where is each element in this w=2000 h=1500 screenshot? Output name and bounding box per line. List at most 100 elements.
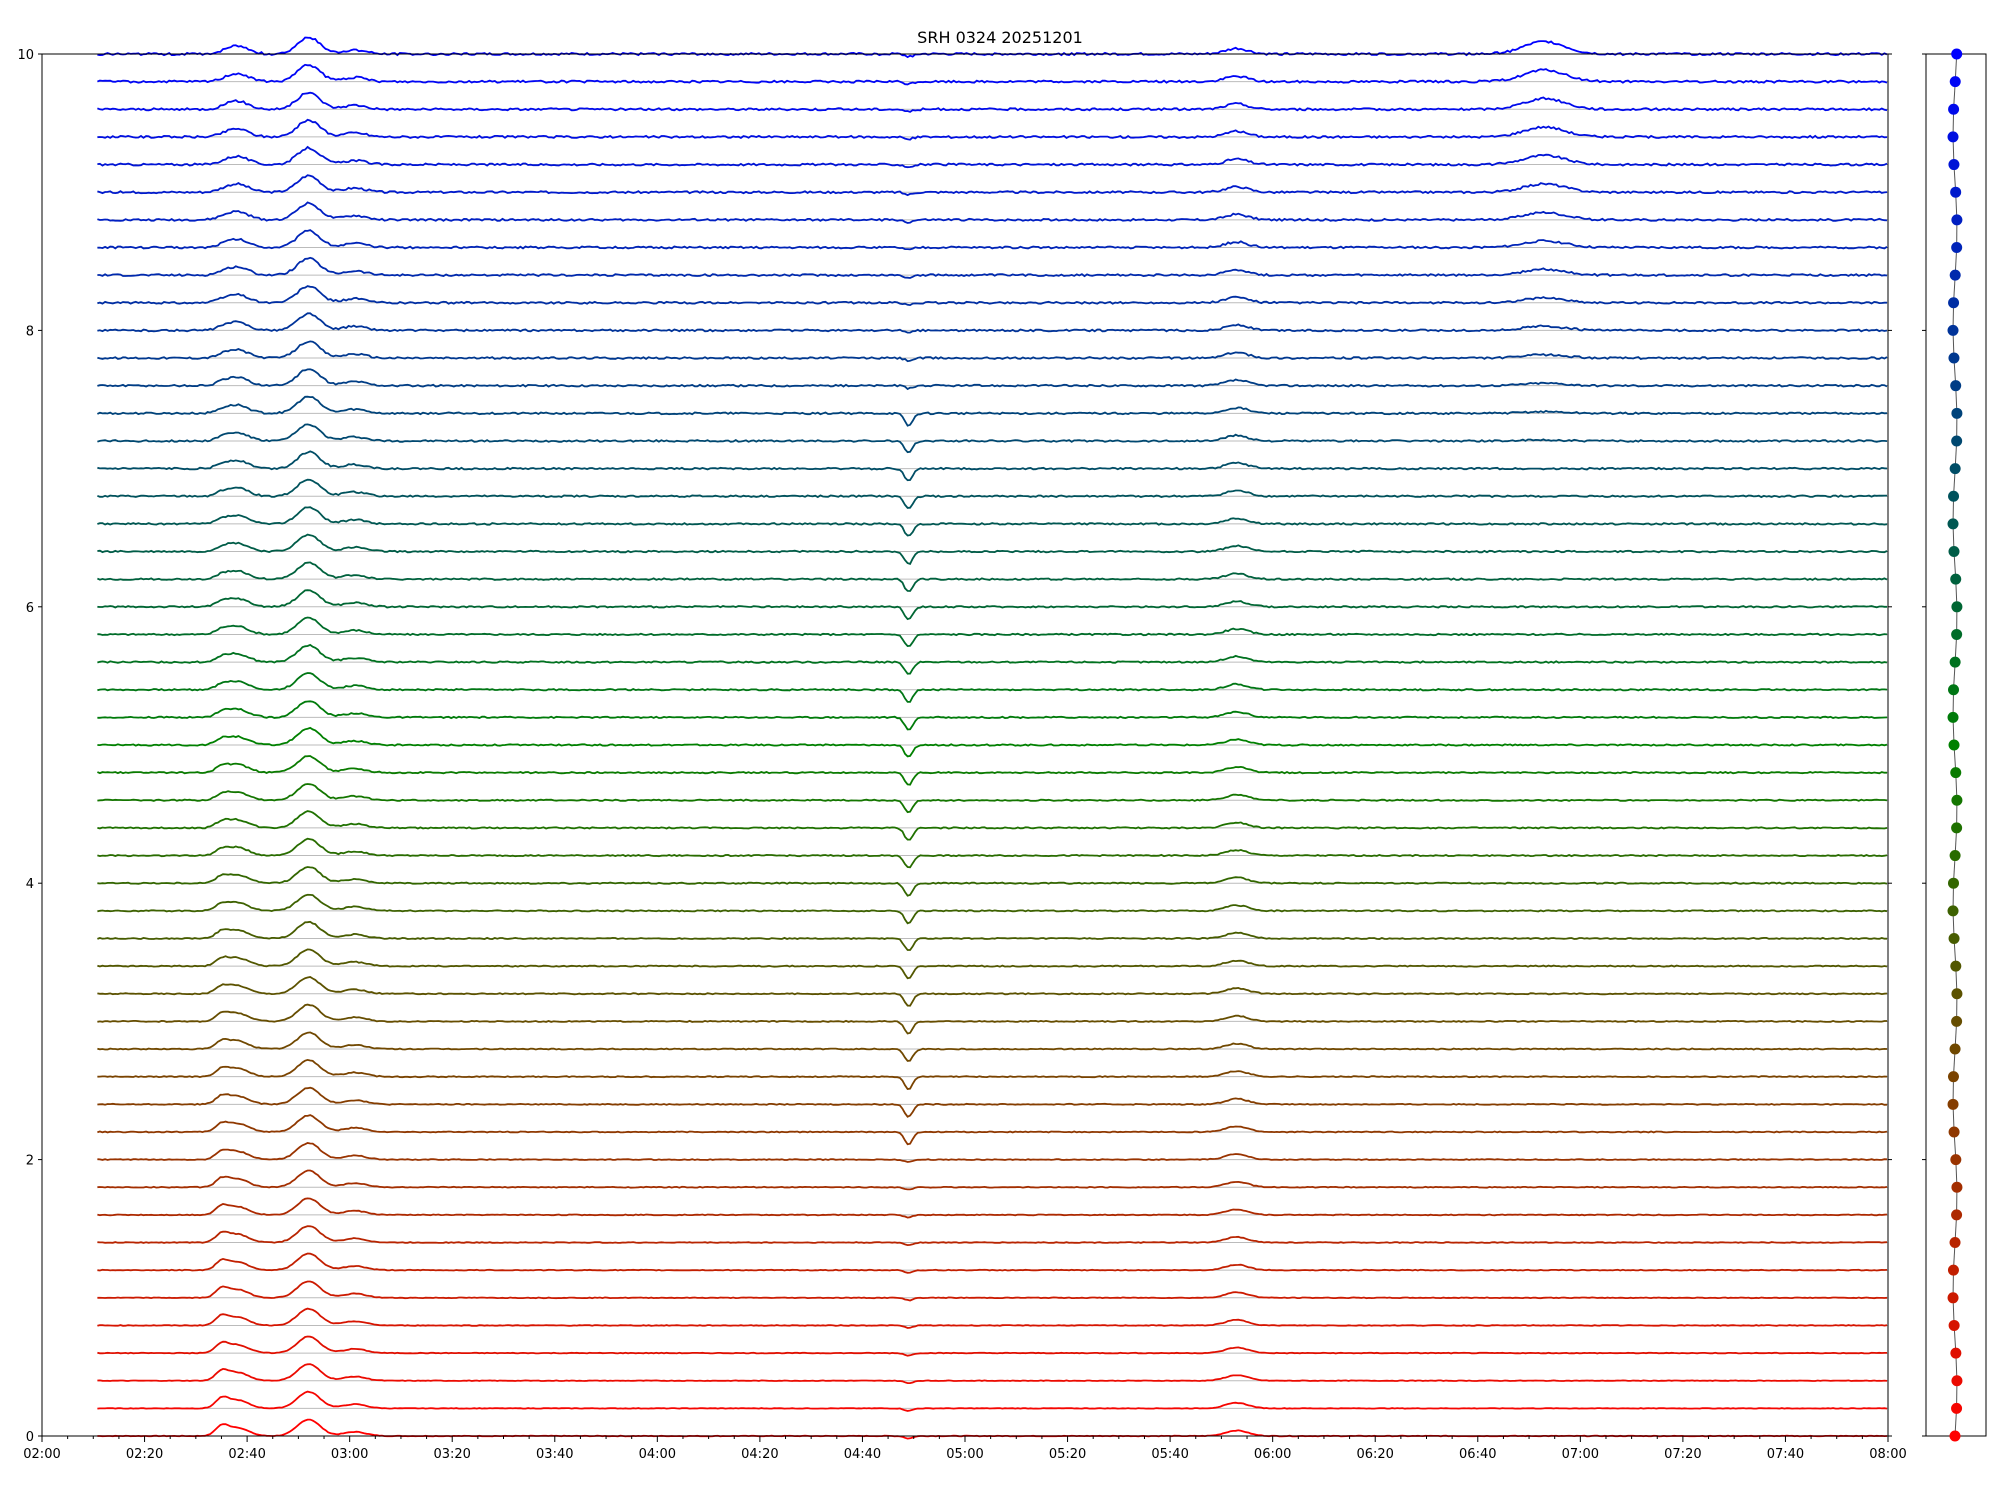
x-tick-label: 07:40 [1767, 1447, 1804, 1462]
side-marker [1947, 1098, 1959, 1110]
series-line [97, 1003, 1887, 1035]
side-marker [1949, 850, 1961, 862]
series-line [97, 201, 1888, 224]
y-tick-label: 8 [26, 324, 34, 339]
series-line [97, 1225, 1888, 1247]
side-marker [1951, 1181, 1963, 1193]
side-marker [1947, 877, 1959, 889]
side-marker [1951, 407, 1963, 419]
y-axis: 0 2 4 6 8 10 [17, 48, 1926, 1445]
x-tick-label: 04:00 [639, 1447, 676, 1462]
series-line [97, 91, 1888, 113]
side-marker [1950, 767, 1962, 779]
side-marker [1948, 490, 1960, 502]
side-marker [1951, 1209, 1963, 1221]
side-marker [1949, 1237, 1961, 1249]
side-marker [1949, 269, 1961, 281]
series-line [97, 395, 1888, 427]
side-marker [1951, 601, 1963, 613]
x-tick-label: 07:00 [1562, 1447, 1599, 1462]
side-marker [1949, 1430, 1961, 1442]
series-line [97, 340, 1888, 363]
series-line [97, 783, 1888, 814]
side-marker [1951, 1015, 1963, 1027]
x-tick-label: 03:00 [331, 1447, 368, 1462]
series-line [97, 1142, 1888, 1163]
series-line [97, 1197, 1888, 1219]
side-marker [1951, 822, 1963, 834]
x-tick-label: 06:20 [1356, 1447, 1393, 1462]
series-line [97, 948, 1888, 980]
side-marker [1947, 324, 1959, 336]
side-marker [1948, 159, 1960, 171]
side-marker [1947, 1071, 1959, 1083]
side-marker [1949, 76, 1961, 88]
side-marker [1948, 684, 1960, 696]
y-tick-label: 0 [26, 1430, 34, 1445]
series-line [97, 1280, 1888, 1302]
series-line [97, 755, 1887, 786]
side-marker [1950, 960, 1962, 972]
side-marker [1948, 546, 1960, 558]
side-marker [1947, 518, 1959, 530]
x-tick-label: 02:20 [126, 1447, 163, 1462]
side-marker [1951, 1375, 1963, 1387]
side-marker [1950, 186, 1962, 198]
series-line [97, 920, 1887, 951]
series-line [97, 478, 1887, 509]
x-tick-label: 03:40 [536, 1447, 573, 1462]
side-marker [1951, 794, 1963, 806]
side-marker [1949, 656, 1961, 668]
series-line [97, 893, 1888, 925]
side-marker [1948, 739, 1960, 751]
side-marker [1948, 103, 1960, 115]
series-line [97, 589, 1887, 621]
series-line [97, 229, 1888, 251]
side-marker [1951, 1402, 1963, 1414]
series-line [97, 312, 1888, 334]
series-line [97, 700, 1888, 731]
side-marker [1947, 711, 1959, 723]
series-line [97, 174, 1888, 197]
series-line [97, 1169, 1888, 1191]
side-marker [1948, 1126, 1960, 1138]
side-marker [1948, 932, 1960, 944]
y-tick-label: 10 [17, 48, 34, 63]
series-line [97, 285, 1887, 307]
series-line [97, 616, 1888, 648]
side-marker [1950, 573, 1962, 585]
x-tick-label: 06:00 [1254, 1447, 1291, 1462]
series-line [97, 368, 1888, 391]
series-line [97, 1114, 1888, 1146]
x-tick-label: 04:20 [741, 1447, 778, 1462]
side-marker [1948, 1319, 1960, 1331]
chart-title: SRH 0324 20251201 [917, 28, 1083, 47]
series-line [97, 672, 1888, 703]
series-line [97, 1252, 1888, 1274]
side-marker [1947, 131, 1959, 143]
series-line [97, 837, 1888, 869]
side-marker [1950, 1347, 1962, 1359]
series-line [97, 1390, 1888, 1412]
side-marker [1951, 628, 1963, 640]
side-marker [1951, 48, 1963, 60]
side-marker [1950, 380, 1962, 392]
x-tick-label: 02:00 [23, 1447, 60, 1462]
series-line [97, 1363, 1888, 1384]
y-tick-label: 6 [26, 601, 34, 616]
side-marker [1951, 241, 1963, 253]
side-marker [1949, 463, 1961, 475]
y-tick-label: 2 [26, 1154, 34, 1169]
side-marker [1949, 1043, 1961, 1055]
x-tick-label: 05:20 [1049, 1447, 1086, 1462]
x-tick-label: 05:00 [946, 1447, 983, 1462]
side-marker [1947, 905, 1959, 917]
series-line [97, 1307, 1888, 1329]
side-marker [1951, 988, 1963, 1000]
series-line [97, 506, 1888, 537]
x-tick-label: 04:40 [844, 1447, 881, 1462]
side-panel-markers [1947, 48, 1963, 1442]
series-line [97, 63, 1888, 86]
side-marker [1947, 1292, 1959, 1304]
